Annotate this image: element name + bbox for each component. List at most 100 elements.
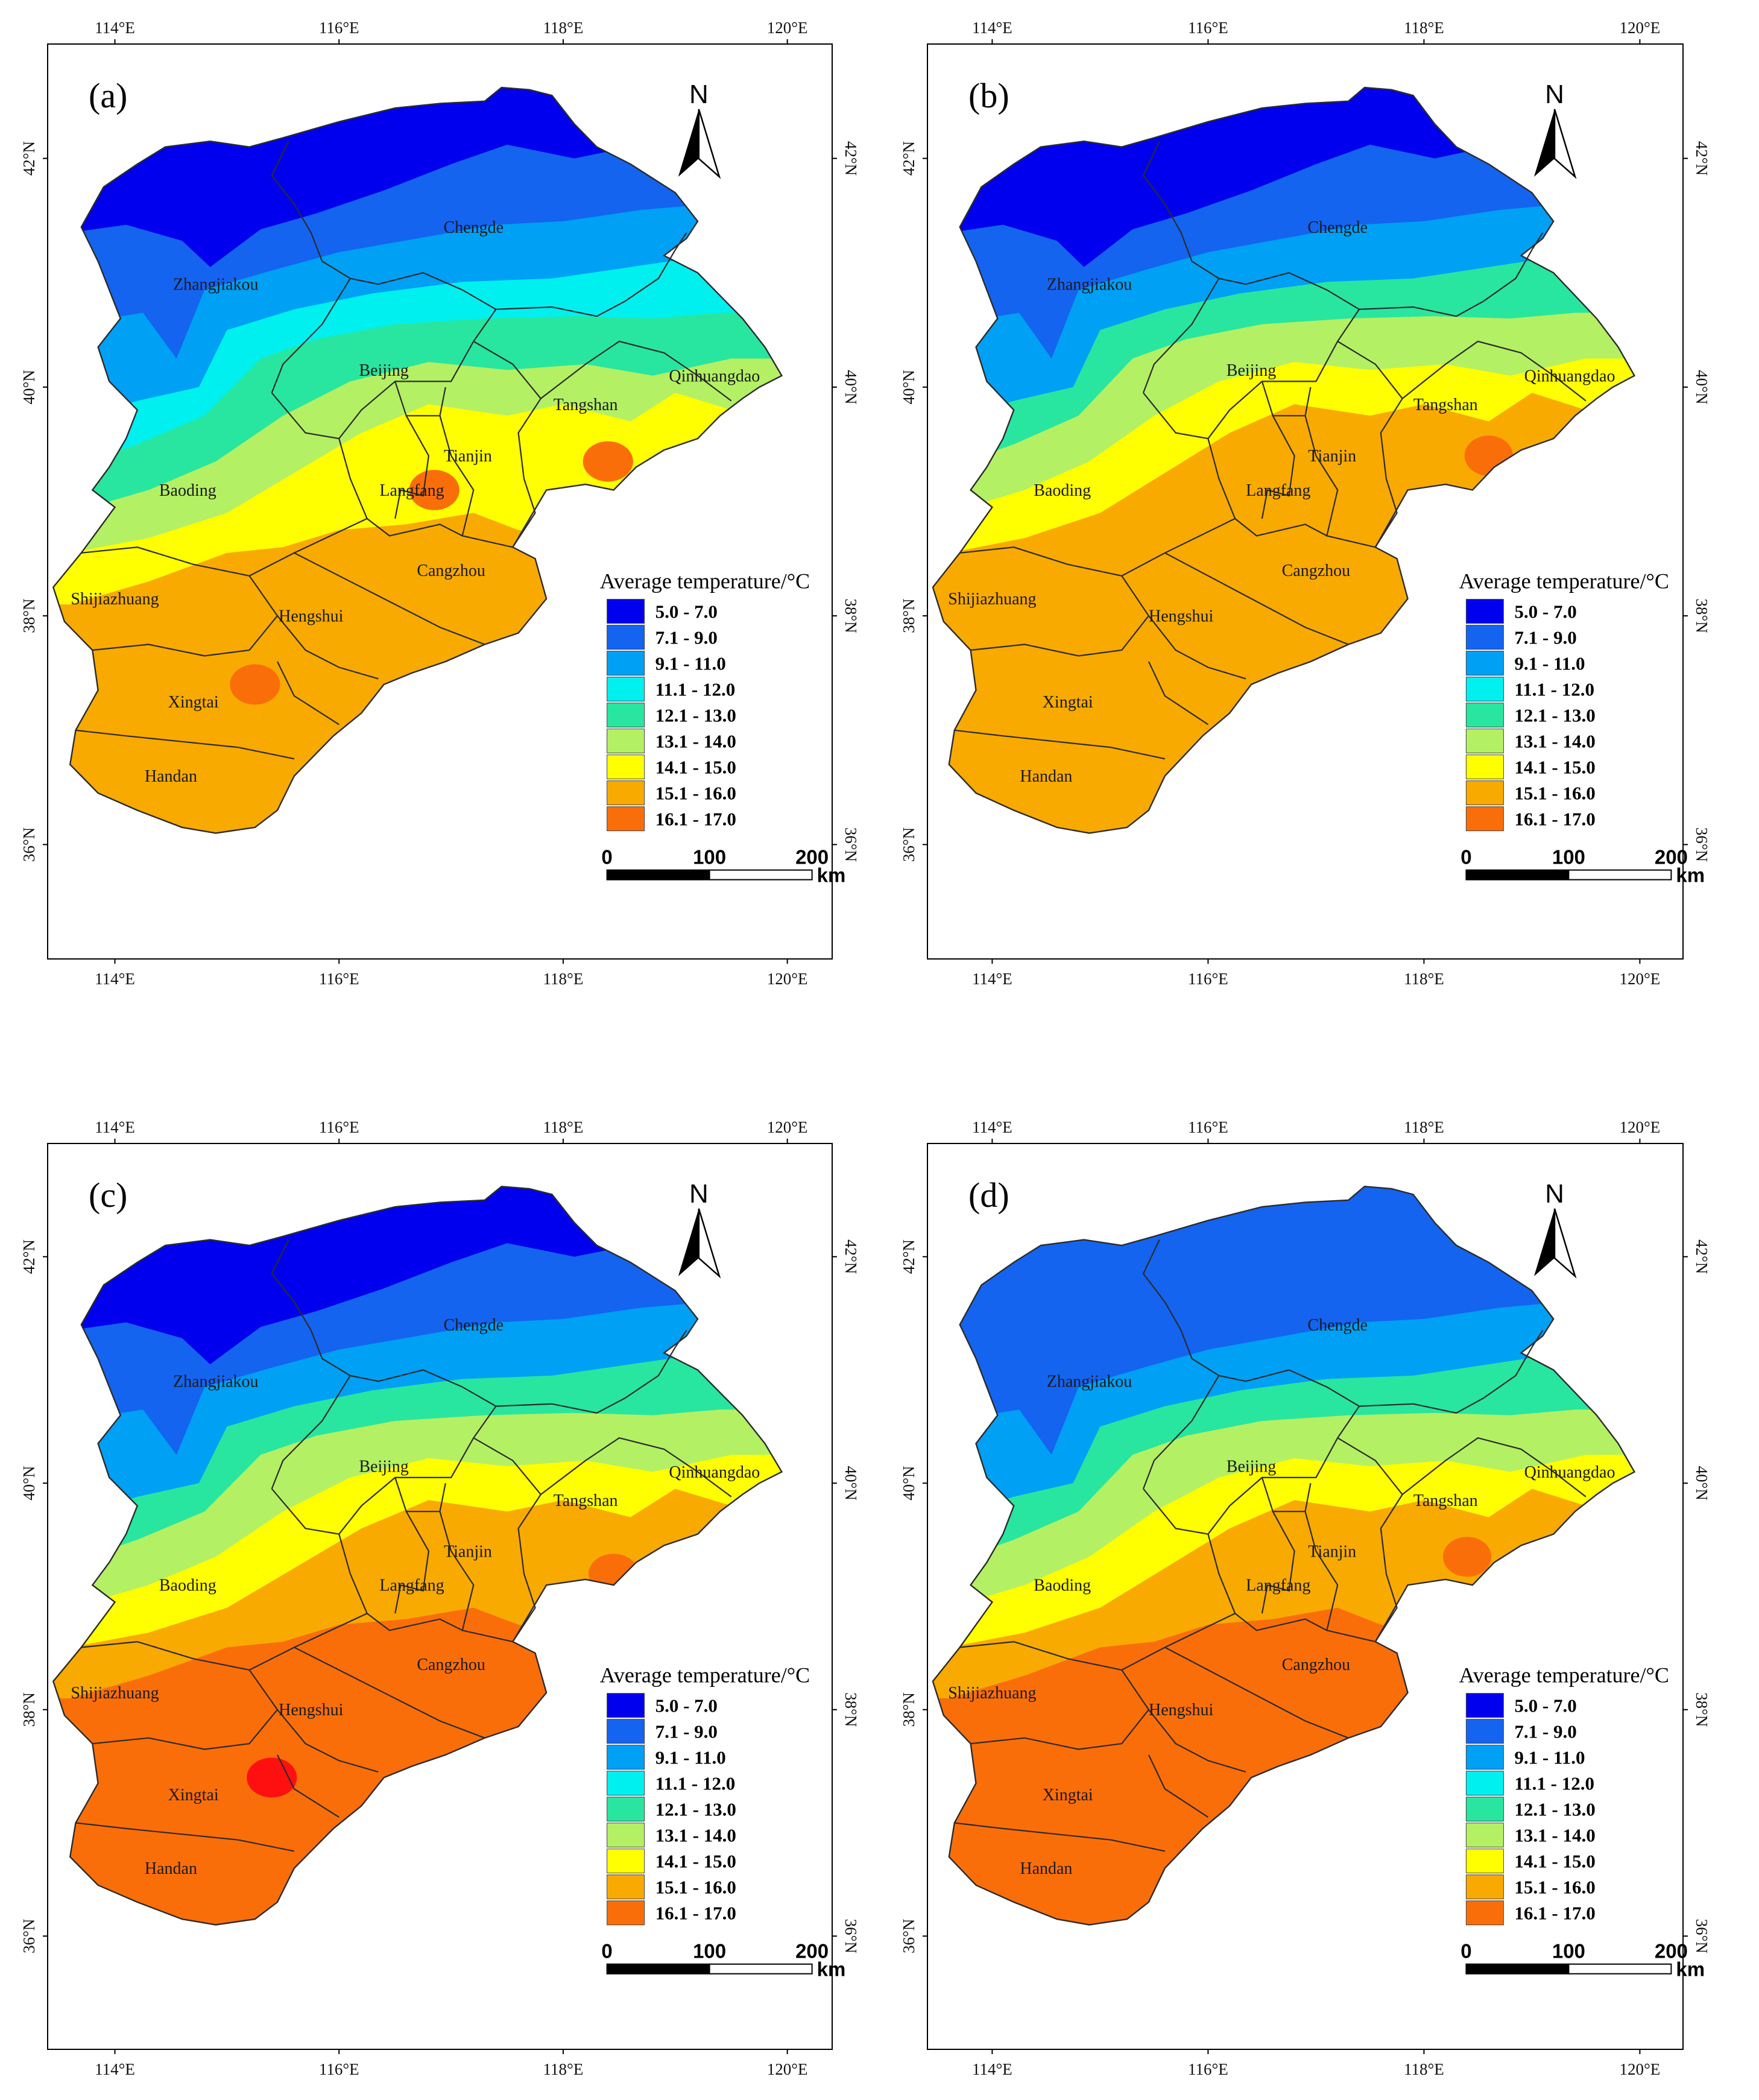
map-panel-b: Zhangjiakou Chengde Beijing Qinhuangdao Tang… xyxy=(900,19,1711,988)
city-labels: Zhangjiakou Chengde Beijing Qinhuangdao Tang… xyxy=(948,1316,1615,1878)
lon-tick-label: 116°E xyxy=(1188,19,1228,37)
legend-swatch xyxy=(1465,677,1504,702)
lat-tick-label: 42°N xyxy=(842,1239,860,1274)
boundary-lines xyxy=(75,141,732,760)
north-arrow-right xyxy=(1553,109,1577,179)
city-label: Handan xyxy=(1020,767,1072,786)
city-boundary xyxy=(439,1511,513,1643)
legend-item-label: 7.1 - 9.0 xyxy=(655,1721,718,1742)
legend-swatch xyxy=(1465,1693,1504,1718)
scale-bar-black xyxy=(1465,869,1570,881)
lon-tick-label: 114°E xyxy=(95,1118,135,1136)
city-label: Chengde xyxy=(443,1316,504,1335)
city-label: Baoding xyxy=(1034,481,1091,500)
temperature-hotspot xyxy=(583,441,633,482)
lon-tick-label: 120°E xyxy=(767,1118,808,1136)
scale-bar-label: 100 xyxy=(693,846,726,868)
city-boundary xyxy=(294,552,485,645)
temperature-hotspot xyxy=(409,470,459,510)
lat-tick-label: 42°N xyxy=(1693,1239,1711,1274)
city-label: Qinhuangdao xyxy=(669,367,760,385)
city-boundary xyxy=(1304,1511,1376,1643)
legend-item-label: 16.1 - 17.0 xyxy=(655,809,736,830)
lon-tick-label: 114°E xyxy=(972,970,1012,988)
legend-item-label: 15.1 - 16.0 xyxy=(655,1877,736,1898)
city-label: Cangzhou xyxy=(417,561,485,580)
lon-tick-label: 114°E xyxy=(972,1118,1012,1136)
legend-item-label: 5.0 - 7.0 xyxy=(655,601,718,622)
city-label: Handan xyxy=(145,1859,197,1878)
legend-item-label: 5.0 - 7.0 xyxy=(1514,1695,1576,1716)
lat-tick-label: 36°N xyxy=(842,827,860,862)
legend-item-label: 15.1 - 16.0 xyxy=(1514,783,1595,804)
lon-tick-label: 114°E xyxy=(972,19,1012,37)
lon-tick-label: 120°E xyxy=(1620,1118,1661,1136)
city-label: Hengshui xyxy=(279,1701,344,1719)
lon-tick-label: 116°E xyxy=(1188,2060,1228,2078)
city-boundary xyxy=(1337,1437,1587,1498)
city-boundary xyxy=(970,615,1149,657)
city-boundary xyxy=(75,729,295,760)
city-label: Shijiazhuang xyxy=(71,590,159,609)
city-label: Chengde xyxy=(1307,1316,1368,1335)
legend-swatch xyxy=(1465,1823,1504,1848)
city-label: Baoding xyxy=(159,1577,216,1595)
lat-tick-label: 42°N xyxy=(20,141,38,176)
lon-tick-label: 114°E xyxy=(95,970,135,988)
city-boundary xyxy=(1374,398,1403,548)
legend-swatch xyxy=(607,1849,645,1874)
legend-swatch xyxy=(607,1823,645,1848)
north-label: N xyxy=(1545,1179,1564,1209)
legend-swatch xyxy=(1465,806,1504,832)
lon-tick-label: 118°E xyxy=(1404,970,1444,988)
lon-tick-label: 114°E xyxy=(95,19,135,37)
province-outline xyxy=(932,86,1636,834)
legend-swatch xyxy=(1465,729,1504,754)
city-boundary xyxy=(92,615,278,657)
city-label: Cangzhou xyxy=(1282,561,1351,580)
legend-item-label: 14.1 - 15.0 xyxy=(655,1851,736,1872)
city-boundary xyxy=(394,1511,430,1614)
scale-bar-unit: km xyxy=(817,864,846,887)
city-boundary xyxy=(1261,1477,1312,1513)
scale-bar-unit: km xyxy=(1676,864,1705,887)
province-outline xyxy=(932,1186,1636,1926)
lat-tick-label: 36°N xyxy=(842,1919,860,1953)
city-boundary xyxy=(81,517,368,577)
city-boundary xyxy=(1142,1375,1220,1489)
lon-tick-label: 120°E xyxy=(1620,970,1661,988)
legend-swatch xyxy=(607,1900,645,1926)
legend-swatch xyxy=(607,1693,645,1718)
legend-item-label: 11.1 - 12.0 xyxy=(655,679,736,700)
city-label: Xingtai xyxy=(168,1786,219,1804)
city-label: Cangzhou xyxy=(1282,1656,1351,1674)
legend-item-label: 11.1 - 12.0 xyxy=(1514,1773,1594,1794)
legend-swatch xyxy=(1465,1874,1504,1900)
city-boundary xyxy=(271,309,497,440)
north-arrow-right xyxy=(1553,1208,1577,1279)
lat-tick-label: 38°N xyxy=(20,598,38,633)
city-label: Qinhuangdao xyxy=(1524,1463,1615,1482)
legend-swatch xyxy=(607,651,645,676)
legend-item-label: 12.1 - 13.0 xyxy=(1514,1799,1595,1820)
lat-tick-label: 40°N xyxy=(842,1466,860,1501)
city-boundary xyxy=(1121,575,1246,680)
lon-tick-label: 118°E xyxy=(543,19,584,37)
map-panel-d: Zhangjiakou Chengde Beijing Qinhuangdao Tang… xyxy=(900,1118,1711,2078)
legend-item-label: 9.1 - 11.0 xyxy=(655,653,726,674)
city-label: Beijing xyxy=(1227,361,1276,380)
city-label: Tianjin xyxy=(444,447,492,466)
map-panel-a: Zhangjiakou Chengde Beijing Qinhuangdao Tang… xyxy=(20,19,860,988)
city-labels: Zhangjiakou Chengde Beijing Qinhuangdao Tang… xyxy=(71,218,760,786)
city-boundary xyxy=(473,340,732,402)
city-boundary xyxy=(92,1709,278,1750)
city-label: Tangshan xyxy=(554,396,618,414)
lon-tick-label: 118°E xyxy=(1404,1118,1444,1136)
graticule-labels: 114°E 114°E 116°E 116°E 118°E 118°E 120°E 120°E… xyxy=(900,19,1711,988)
city-boundary xyxy=(271,1405,497,1535)
city-boundary xyxy=(294,1646,485,1739)
city-label: Shijiazhuang xyxy=(71,1684,159,1703)
city-label: Tianjin xyxy=(444,1542,492,1561)
